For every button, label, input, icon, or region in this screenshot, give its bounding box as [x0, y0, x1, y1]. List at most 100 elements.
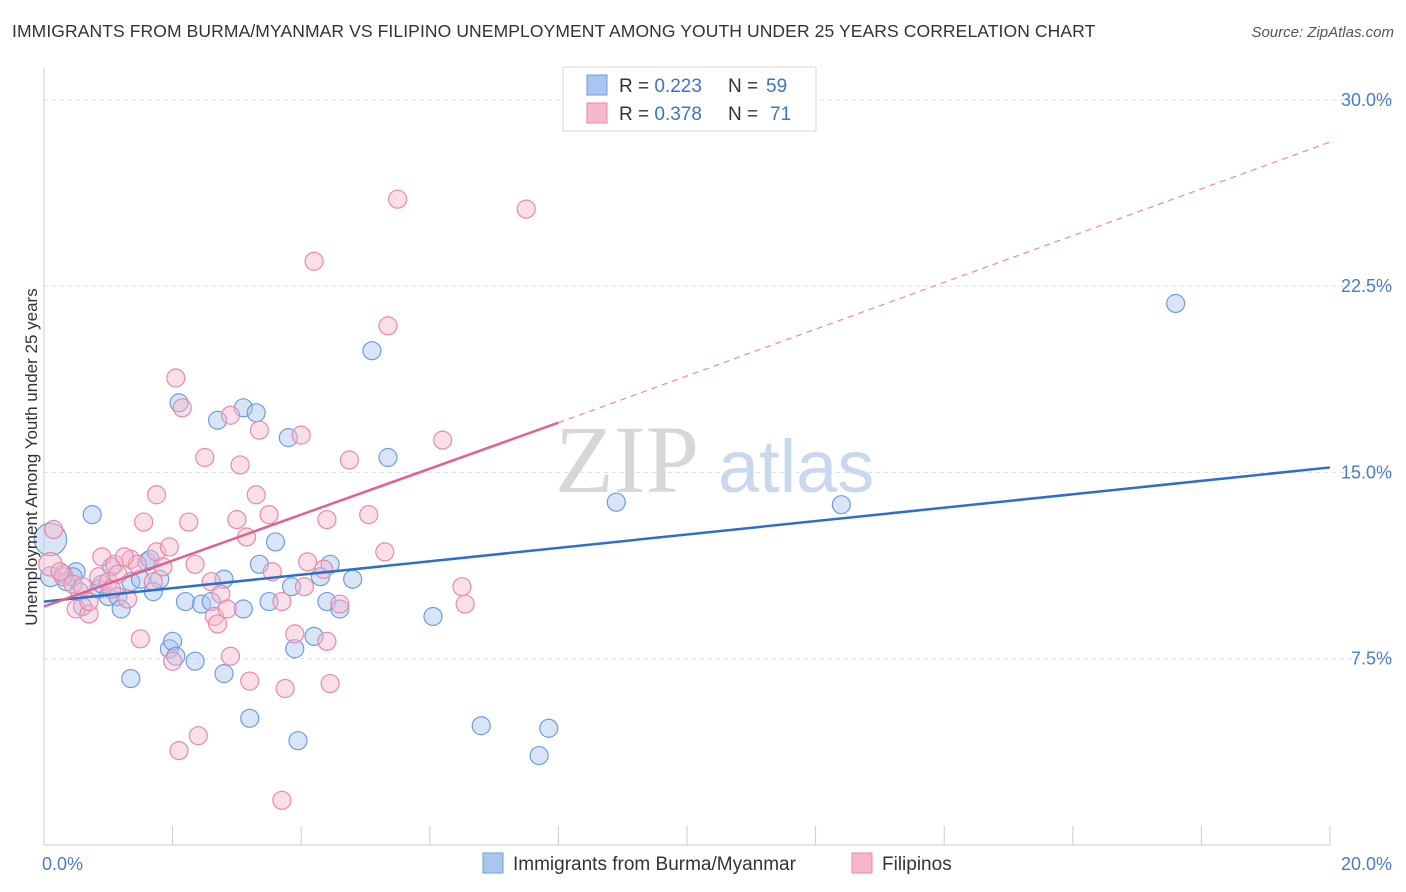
scatter-point — [516, 199, 536, 219]
scatter-point — [831, 495, 851, 515]
scatter-point — [227, 509, 247, 530]
scatter-point — [272, 591, 292, 612]
y-tick-label: 15.0% — [1341, 462, 1392, 482]
scatter-point — [111, 599, 131, 619]
scatter-point — [134, 512, 154, 532]
scatter-point — [375, 542, 395, 562]
legend-row-burma: R = 0.223 N = 59 — [619, 76, 787, 97]
scatter-point — [291, 425, 311, 445]
scatter-point — [50, 562, 70, 582]
scatter-point — [63, 567, 83, 587]
scatter-point — [388, 189, 408, 209]
scatter-point — [208, 410, 228, 430]
series-burma-points — [33, 293, 1186, 766]
scatter-point — [471, 716, 491, 736]
scatter-point — [201, 591, 221, 612]
scatter-point — [304, 251, 324, 271]
scatter-point — [288, 731, 308, 751]
legend-n-label: N = — [728, 104, 763, 125]
watermark-zip: ZIP — [555, 406, 699, 513]
scatter-point — [317, 509, 337, 530]
scatter-point — [130, 629, 151, 649]
watermark-atlas: atlas — [718, 425, 874, 508]
scatter-point — [275, 678, 295, 699]
legend-row-filipinos: R = 0.378 N = 71 — [619, 104, 791, 125]
scatter-point — [378, 447, 398, 468]
source-label: Source: ZipAtlas.com — [1251, 24, 1394, 41]
scatter-point — [38, 552, 63, 577]
scatter-point — [101, 557, 122, 577]
scatter-point — [330, 599, 350, 619]
axes — [43, 68, 1331, 846]
scatter-point — [121, 668, 141, 689]
scatter-point — [378, 316, 398, 336]
scatter-point — [240, 671, 260, 691]
bottom-legend: Immigrants from Burma/Myanmar Filipinos — [482, 852, 952, 875]
scatter-point — [343, 569, 363, 589]
y-tick-label: 7.5% — [1351, 649, 1392, 669]
trend-line-filipinos-extension — [558, 141, 1331, 424]
scatter-point — [179, 512, 199, 532]
legend-n-value-filipinos: 71 — [770, 104, 791, 125]
scatter-point — [172, 398, 192, 418]
scatter-point — [195, 447, 215, 468]
scatter-point — [163, 651, 183, 671]
y-tick-labels: 7.5% 15.0% 22.5% 30.0% — [1341, 90, 1392, 669]
legend-r-value-filipinos: 0.378 — [654, 104, 702, 125]
scatter-point — [220, 405, 241, 425]
scatter-point — [272, 790, 292, 810]
scatter-point — [320, 673, 340, 694]
legend-n-value-burma: 59 — [766, 76, 787, 97]
scatter-point — [220, 646, 241, 666]
scatter-point — [304, 626, 324, 646]
scatter-point — [185, 651, 205, 671]
scatter-point — [455, 594, 475, 614]
scatter-point — [1166, 293, 1186, 314]
legend-swatch-filipinos — [586, 102, 608, 124]
trend-line-burma — [43, 466, 1331, 603]
chart-title: IMMIGRANTS FROM BURMA/MYANMAR VS FILIPIN… — [12, 21, 1096, 41]
legend-r-label: R = — [619, 76, 654, 97]
bottom-legend-label-filipinos: Filipinos — [882, 854, 952, 875]
scatter-point — [166, 368, 186, 388]
y-tick-label: 30.0% — [1341, 90, 1392, 110]
scatter-point — [44, 519, 64, 540]
scatter-point — [320, 554, 340, 574]
scatter-point — [214, 664, 234, 684]
scatter-point — [529, 745, 549, 766]
y-axis-label: Unemployment Among Youth under 25 years — [22, 288, 41, 625]
scatter-point — [240, 708, 260, 728]
scatter-point — [452, 577, 472, 597]
scatter-point — [217, 599, 237, 619]
scatter-point — [330, 594, 350, 614]
scatter-point — [259, 505, 279, 525]
scatter-point — [114, 547, 134, 567]
legend-r-value-burma: 0.223 — [654, 76, 702, 97]
legend-r-label: R = — [619, 104, 654, 125]
scatter-point — [230, 455, 250, 475]
scatter-point — [246, 403, 266, 423]
scatter-point — [233, 599, 253, 619]
scatter-point — [294, 577, 315, 597]
bottom-legend-swatch-burma — [482, 852, 504, 874]
y-tick-label: 22.5% — [1341, 276, 1392, 296]
watermark: ZIP atlas — [555, 406, 874, 513]
scatter-point — [539, 718, 559, 738]
trend-line-filipinos — [43, 421, 559, 608]
scatter-point — [185, 554, 205, 574]
scatter-point — [82, 505, 102, 525]
scatter-point — [249, 420, 270, 440]
scatter-point — [606, 492, 626, 512]
scatter-point — [359, 505, 379, 525]
legend: R = 0.223 N = 59 R = 0.378 N = 71 — [562, 66, 817, 132]
grid-lines — [44, 99, 1392, 660]
scatter-point — [285, 639, 305, 659]
scatter-point — [339, 450, 360, 470]
trend-lines — [43, 141, 1331, 608]
bottom-legend-label-burma: Immigrants from Burma/Myanmar — [513, 854, 797, 875]
scatter-point — [246, 485, 266, 505]
scatter-point — [146, 485, 167, 505]
scatter-point — [169, 741, 189, 761]
bottom-legend-swatch-filipinos — [851, 852, 873, 874]
